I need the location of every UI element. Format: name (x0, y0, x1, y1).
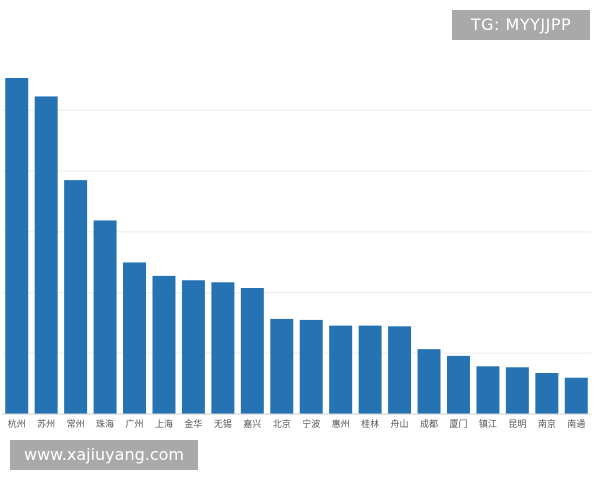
bar-10 (299, 319, 323, 414)
x-tick-label: 舟山 (391, 418, 409, 430)
x-tick-label: 成都 (420, 418, 438, 430)
x-tick-label: 北京 (273, 418, 291, 430)
bar-9 (270, 318, 294, 414)
bar-11 (329, 325, 353, 414)
x-tick-label: 厦门 (449, 418, 467, 430)
bar-2 (64, 180, 88, 414)
x-tick-label: 南通 (567, 418, 585, 430)
bar-8 (240, 287, 264, 414)
bar-7 (211, 282, 235, 414)
bars (5, 77, 588, 414)
bar-4 (123, 262, 147, 414)
bar-18 (535, 373, 559, 414)
x-tick-label: 昆明 (508, 419, 526, 430)
x-tick-label: 金华 (184, 418, 202, 430)
bar-1 (34, 96, 58, 414)
gridlines (2, 109, 591, 354)
x-tick-label: 桂林 (361, 418, 379, 430)
watermark-bottom-left: www.xajiuyang.com (10, 440, 198, 470)
x-tick-label: 广州 (126, 418, 144, 430)
bar-16 (476, 366, 500, 414)
x-tick-label: 珠海 (96, 418, 114, 430)
x-tick-label: 惠州 (332, 418, 350, 430)
x-tick-label: 苏州 (37, 418, 55, 430)
x-tick-label: 镇江 (479, 418, 497, 430)
x-tick-label: 嘉兴 (243, 418, 261, 430)
bar-17 (505, 367, 529, 414)
bar-14 (417, 349, 441, 414)
bar-15 (446, 355, 470, 414)
x-tick-label: 上海 (155, 418, 173, 430)
watermark-top-right: TG: MYYJJPP (452, 10, 590, 40)
bar-13 (388, 326, 412, 414)
x-tick-labels: 杭州 苏州 常州 珠海 广州 上海 金华 无锡 嘉兴 北京 宁波 惠州 桂林 舟山 成都 厦门 镇江 昆明 南京 南通 (8, 418, 586, 430)
x-tick-label: 无锡 (214, 419, 232, 430)
bar-0 (5, 77, 29, 414)
bar-5 (152, 275, 176, 414)
bar-12 (358, 325, 382, 414)
x-tick-label: 杭州 (8, 418, 26, 430)
x-tick-label: 南京 (538, 418, 556, 430)
x-tick-label: 宁波 (302, 418, 320, 430)
x-tick-label: 常州 (67, 418, 85, 430)
bar-6 (181, 280, 205, 414)
bar-3 (93, 220, 117, 414)
bar-19 (564, 377, 588, 414)
